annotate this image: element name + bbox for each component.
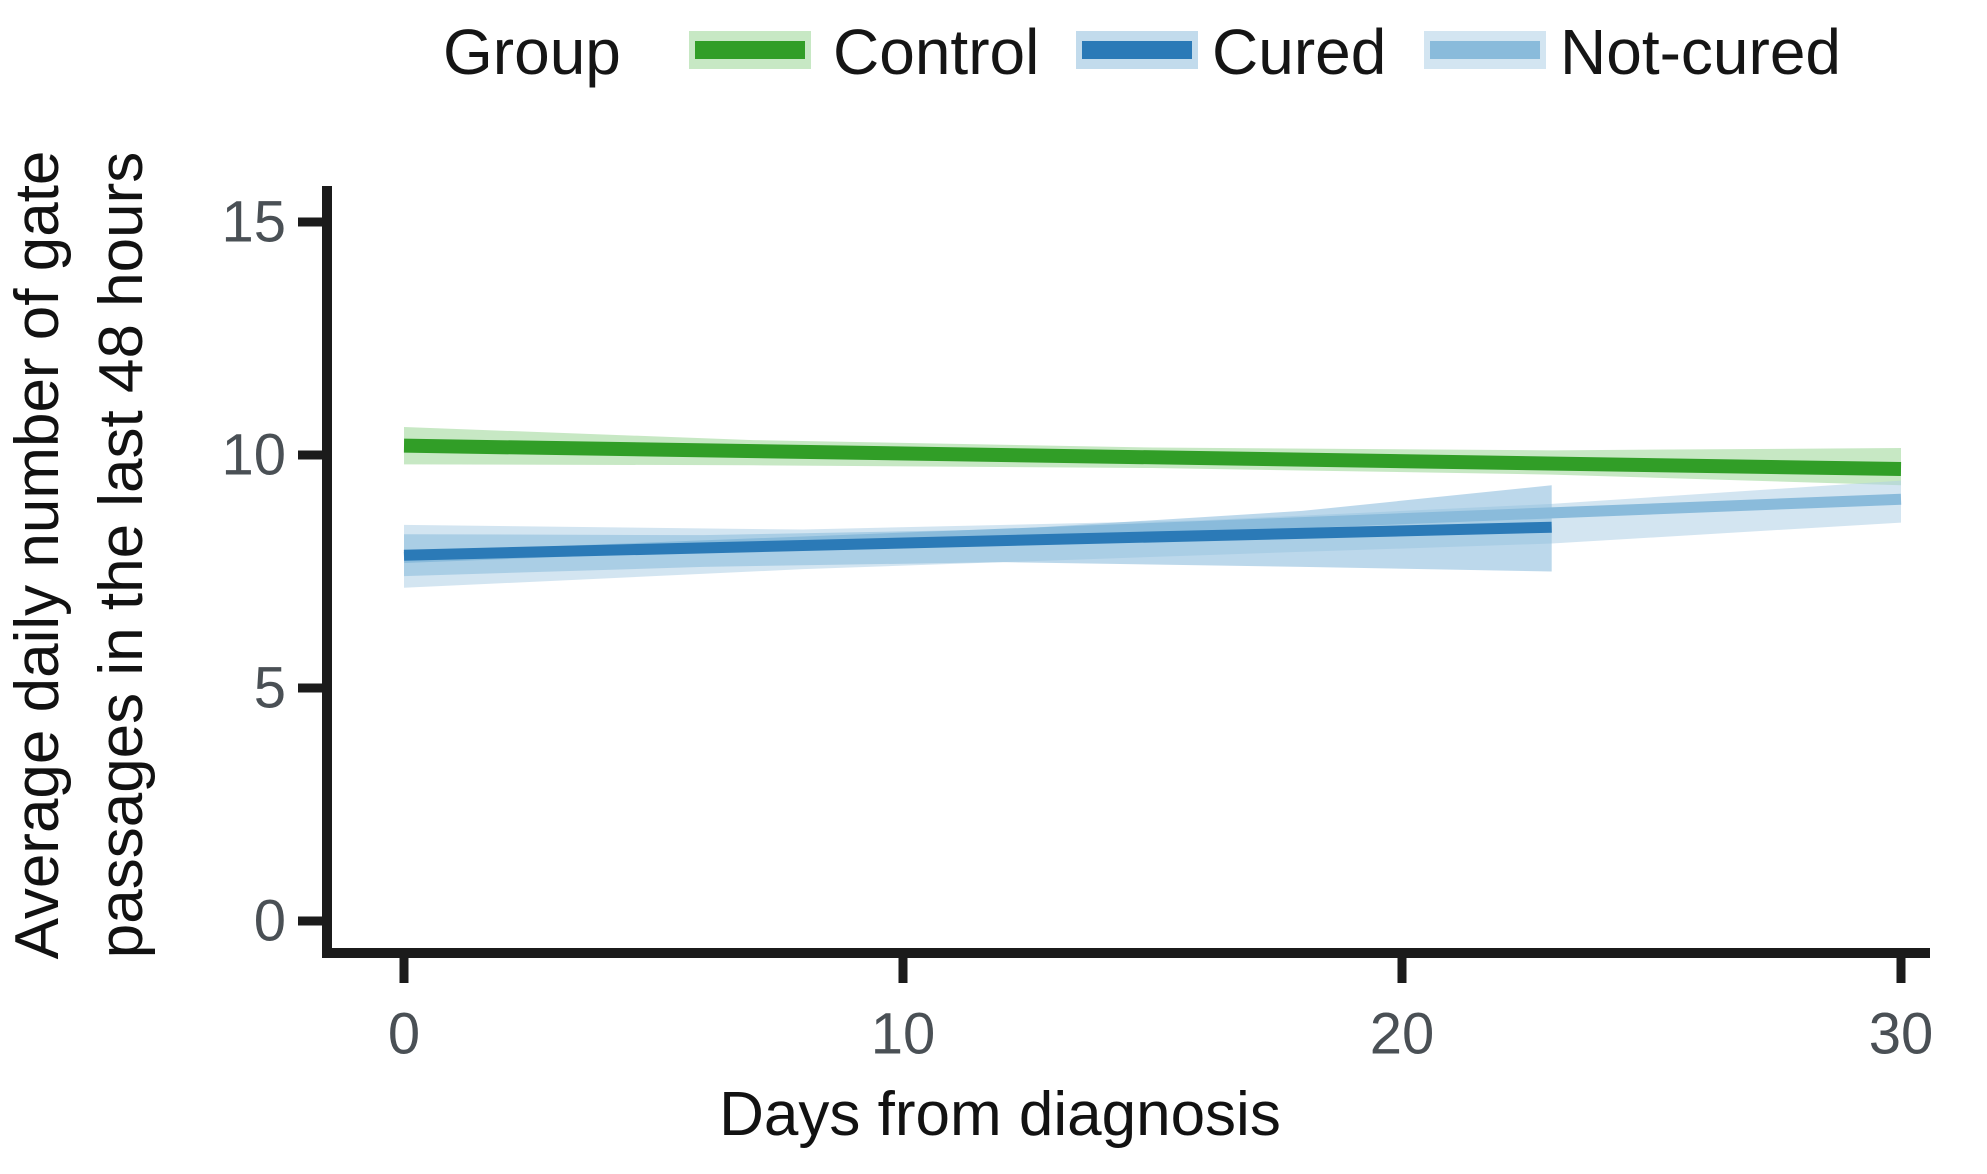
legend: Group Control Cured Not-cured bbox=[443, 16, 1841, 88]
y-axis-ticks: 0 5 10 15 bbox=[221, 190, 327, 954]
legend-items: Control Cured Not-cured bbox=[689, 16, 1841, 88]
x-tick-label: 0 bbox=[388, 1002, 420, 1067]
legend-item-cured: Cured bbox=[1076, 16, 1386, 88]
notcured-legend-key-line bbox=[1430, 41, 1540, 59]
y-tick-label: 10 bbox=[221, 423, 286, 488]
x-tick-label: 30 bbox=[1869, 1002, 1934, 1067]
legend-label-cured: Cured bbox=[1212, 16, 1386, 88]
y-tick-label: 0 bbox=[254, 889, 286, 954]
y-axis-title-line1: Average daily number of gate bbox=[3, 151, 72, 960]
x-axis-title: Days from diagnosis bbox=[719, 1080, 1281, 1149]
legend-label-notcured: Not-cured bbox=[1560, 16, 1841, 88]
legend-item-notcured: Not-cured bbox=[1424, 16, 1841, 88]
control-line bbox=[403, 438, 1902, 476]
y-tick-label: 15 bbox=[221, 190, 286, 255]
control-legend-key-line bbox=[695, 41, 805, 59]
legend-label-control: Control bbox=[833, 16, 1039, 88]
x-axis-ticks: 0 10 20 30 bbox=[388, 953, 1933, 1067]
x-tick-label: 20 bbox=[1370, 1002, 1435, 1067]
x-tick-label: 10 bbox=[871, 1002, 936, 1067]
cured-line bbox=[403, 521, 1552, 561]
cured-legend-key-line bbox=[1082, 41, 1192, 59]
legend-title: Group bbox=[443, 16, 621, 88]
y-axis-title-line2: passages in the last 48 hours bbox=[87, 152, 156, 959]
legend-item-control: Control bbox=[689, 16, 1039, 88]
y-tick-label: 5 bbox=[254, 656, 286, 721]
fitted-lines bbox=[403, 438, 1902, 564]
